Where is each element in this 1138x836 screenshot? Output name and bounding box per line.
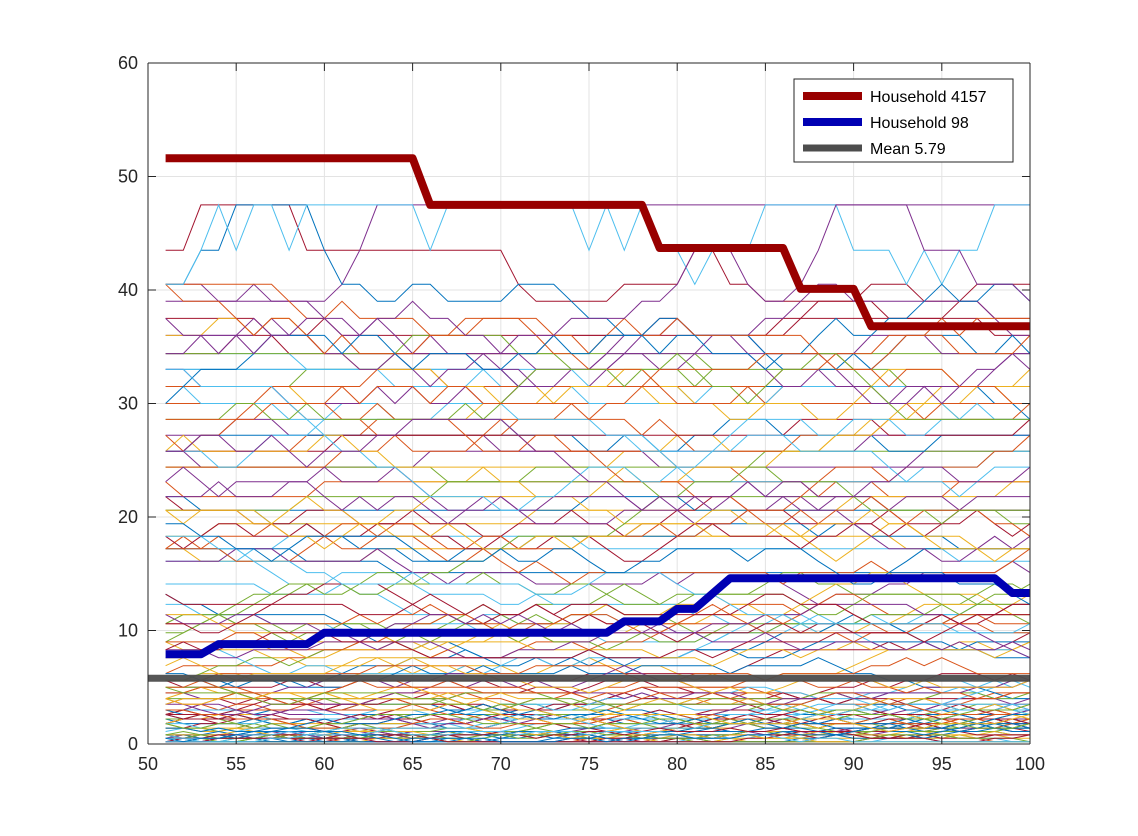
- x-tick-label: 85: [755, 754, 775, 774]
- household-line: [165, 283, 1030, 405]
- highlight-series: [148, 154, 1030, 682]
- household-line: [165, 572, 1030, 659]
- household-line: [165, 466, 1030, 562]
- household-line: [165, 283, 1030, 404]
- y-tick-label: 30: [118, 394, 138, 414]
- household-line: [165, 657, 1030, 694]
- x-tick-label: 60: [314, 754, 334, 774]
- x-tick-label: 65: [403, 754, 423, 774]
- tick-labels: 50 55 60 65 70 75 80 85 90 95 100 0 10 20 30 40 50 60: [118, 53, 1045, 774]
- household-line: [165, 727, 1030, 743]
- household-line: [165, 572, 1030, 643]
- household-line: [165, 535, 1030, 634]
- household-line: [165, 583, 1030, 681]
- household-line: [165, 353, 1030, 421]
- background-household-lines: [165, 203, 1030, 743]
- y-tick-label: 20: [118, 507, 138, 527]
- y-tick-label: 40: [118, 280, 138, 300]
- series-line-2: [165, 574, 1030, 659]
- y-tick-label: 10: [118, 621, 138, 641]
- household-line: [165, 203, 1030, 286]
- household-line: [165, 386, 1030, 525]
- x-tick-label: 75: [579, 754, 599, 774]
- household-line: [165, 418, 1030, 452]
- household-line: [165, 709, 1030, 725]
- x-tick-label: 50: [138, 754, 158, 774]
- x-tick-label: 100: [1015, 754, 1045, 774]
- household-line: [165, 509, 1030, 562]
- household-line: [165, 714, 1030, 743]
- household-line: [165, 418, 1030, 511]
- y-tick-label: 50: [118, 167, 138, 187]
- axes: [147, 62, 1031, 745]
- household-line: [165, 686, 1030, 720]
- x-tick-label: 90: [844, 754, 864, 774]
- y-tick-label: 0: [128, 734, 138, 754]
- household-line: [165, 402, 1030, 468]
- household-line: [165, 434, 1030, 562]
- household-line: [165, 603, 1030, 651]
- household-line: [165, 718, 1030, 743]
- legend: Household 4157 Household 98 Mean 5.79: [793, 78, 1014, 163]
- series-line-1: [165, 154, 1030, 331]
- household-line: [165, 509, 1030, 562]
- household-line: [165, 692, 1030, 733]
- x-tick-label: 95: [932, 754, 952, 774]
- y-tick-label: 60: [118, 53, 138, 73]
- household-line: [165, 603, 1030, 659]
- household-line: [165, 679, 1030, 715]
- household-line: [165, 352, 1030, 421]
- x-tick-label: 70: [491, 754, 511, 774]
- x-tick-label: 80: [667, 754, 687, 774]
- household-line: [165, 548, 1030, 605]
- household-line: [165, 368, 1030, 511]
- legend-label-1: Household 4157: [870, 89, 987, 106]
- legend-label-2: Household 98: [870, 115, 969, 132]
- household-line: [165, 204, 1030, 336]
- household-line: [165, 727, 1030, 743]
- legend-label-3: Mean 5.79: [870, 141, 946, 158]
- x-tick-label: 55: [226, 754, 246, 774]
- household-line: [165, 603, 1030, 659]
- household-line: [165, 204, 1030, 355]
